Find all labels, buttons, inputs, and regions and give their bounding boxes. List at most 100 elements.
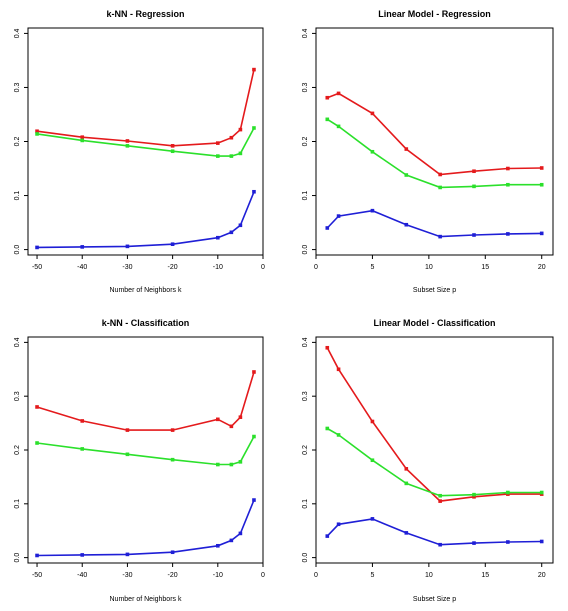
- chart-title: Linear Model - Regression: [378, 9, 491, 19]
- data-point-green: [238, 460, 243, 464]
- data-point-red: [438, 499, 442, 503]
- x-tick-label: -40: [77, 572, 87, 579]
- data-point-red: [336, 367, 341, 372]
- data-point-red: [238, 415, 243, 419]
- y-tick-label: 0.1: [302, 191, 309, 201]
- x-tick-label: -10: [213, 264, 223, 271]
- x-tick-label: -30: [122, 572, 132, 579]
- series-line-blue: [36, 499, 255, 557]
- data-point-blue: [216, 543, 220, 548]
- plot-frame: [27, 336, 264, 564]
- data-point-green: [370, 458, 375, 463]
- data-point-red: [252, 67, 256, 72]
- y-tick-label: 0.3: [302, 82, 309, 92]
- x-tick-label: 15: [481, 572, 489, 579]
- series-line-red: [326, 347, 542, 502]
- data-point-blue: [238, 223, 243, 228]
- data-point-blue: [472, 541, 476, 545]
- series-line-green: [36, 436, 255, 466]
- y-tick-label: 0.3: [14, 391, 21, 401]
- data-point-blue: [506, 232, 510, 236]
- data-point-green: [404, 481, 409, 486]
- data-point-green: [80, 138, 85, 143]
- data-point-blue: [170, 242, 175, 246]
- data-point-green: [472, 492, 476, 497]
- data-point-blue: [216, 235, 220, 240]
- data-point-red: [80, 419, 85, 423]
- data-point-green: [229, 462, 234, 467]
- data-point-green: [35, 441, 39, 445]
- data-point-red: [35, 405, 39, 409]
- data-point-blue: [336, 214, 341, 218]
- data-point-blue: [370, 517, 375, 521]
- data-point-blue: [506, 540, 510, 544]
- y-tick-label: 0.4: [302, 337, 309, 347]
- y-tick-label: 0.0: [302, 553, 309, 563]
- x-tick-label: 20: [538, 572, 546, 579]
- data-point-red: [404, 467, 409, 471]
- data-point-blue: [336, 522, 341, 527]
- x-tick-label: -30: [122, 264, 132, 271]
- data-point-green: [216, 462, 220, 467]
- data-point-green: [506, 182, 510, 187]
- data-point-blue: [404, 222, 409, 227]
- data-point-red: [336, 91, 341, 96]
- data-point-green: [438, 493, 442, 498]
- data-point-blue: [35, 553, 39, 558]
- y-tick-label: 0.3: [14, 82, 21, 92]
- data-point-green: [229, 154, 234, 158]
- data-point-green: [325, 117, 330, 122]
- data-point-red: [170, 144, 175, 148]
- data-point-green: [438, 185, 442, 190]
- data-point-green: [336, 124, 341, 129]
- data-point-blue: [252, 189, 256, 194]
- data-point-red: [472, 495, 476, 499]
- y-tick-label: 0.4: [302, 28, 309, 38]
- plot-frame: [315, 27, 554, 256]
- data-point-blue: [125, 244, 130, 249]
- x-tick-label: 0: [314, 264, 318, 271]
- data-point-red: [35, 129, 39, 134]
- chart-title: Linear Model - Classification: [373, 318, 495, 328]
- y-tick-label: 0.0: [14, 245, 21, 255]
- data-point-red: [229, 135, 234, 140]
- y-tick-label: 0.3: [302, 391, 309, 401]
- data-point-blue: [170, 550, 175, 555]
- series-line-green: [326, 118, 542, 189]
- data-point-red: [506, 166, 510, 171]
- data-point-blue: [539, 231, 544, 236]
- data-point-blue: [325, 534, 330, 538]
- data-point-red: [252, 370, 256, 374]
- data-point-green: [252, 434, 256, 439]
- data-point-blue: [438, 234, 442, 239]
- data-point-green: [325, 426, 330, 431]
- x-tick-label: -20: [168, 264, 178, 271]
- series-line-red: [36, 69, 255, 147]
- data-point-blue: [35, 245, 39, 250]
- series-line-red: [36, 371, 255, 431]
- y-tick-label: 0.1: [302, 499, 309, 509]
- series-line-blue: [36, 191, 255, 249]
- data-point-green: [539, 490, 544, 495]
- x-tick-label: -40: [77, 264, 87, 271]
- data-point-green: [80, 447, 85, 451]
- x-tick-label: 5: [370, 264, 374, 271]
- chart-title: k-NN - Regression: [106, 9, 184, 19]
- data-point-blue: [325, 226, 330, 230]
- data-point-red: [80, 135, 85, 139]
- y-tick-label: 0.2: [14, 137, 21, 147]
- data-point-red: [170, 428, 175, 432]
- series-line-blue: [326, 518, 542, 546]
- series-line-red: [327, 92, 542, 176]
- data-point-red: [539, 166, 544, 170]
- y-tick-label: 0.0: [14, 553, 21, 563]
- y-tick-label: 0.2: [14, 445, 21, 455]
- x-tick-label: 0: [314, 572, 318, 579]
- x-tick-label: -20: [168, 572, 178, 579]
- data-point-blue: [229, 538, 234, 543]
- data-point-red: [216, 417, 220, 422]
- data-point-red: [370, 419, 375, 424]
- plot-frame: [27, 27, 264, 256]
